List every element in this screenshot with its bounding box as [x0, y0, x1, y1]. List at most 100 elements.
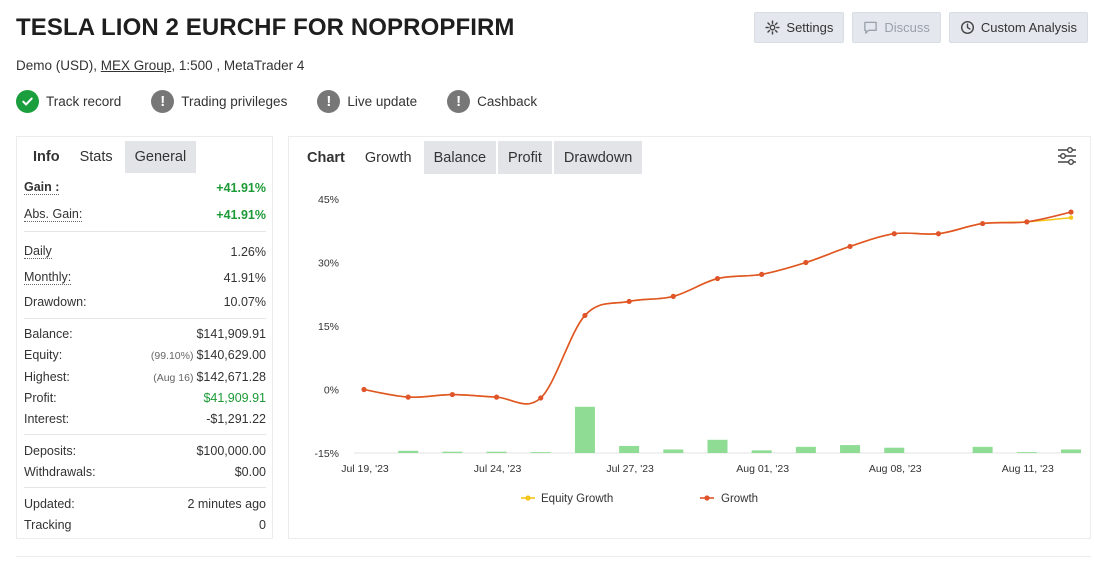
badge-trading-privileges[interactable]: ! Trading privileges — [151, 90, 287, 113]
highest-value: (Aug 16) $142,671.28 — [153, 370, 266, 384]
equity-note: (99.10%) — [150, 350, 194, 362]
tab-balance[interactable]: Balance — [423, 141, 497, 174]
broker-link[interactable]: MEX Group — [100, 58, 172, 73]
legend-equity-marker — [525, 495, 531, 501]
growth-point — [449, 391, 455, 398]
y-tick-label: -15% — [314, 448, 339, 460]
drawdown-label: Drawdown: — [24, 295, 87, 309]
monthly-label[interactable]: Monthly: — [24, 270, 72, 285]
daily-bar — [1016, 452, 1037, 453]
interest-value: -$1,291.22 — [206, 412, 266, 426]
exclamation-circle-icon: ! — [447, 90, 471, 113]
badge-label: Trading privileges — [181, 94, 288, 109]
growth-point — [405, 394, 411, 400]
legend-growth-marker — [704, 495, 710, 501]
daily-bar — [398, 450, 419, 453]
deposits-value: $100,000.00 — [196, 444, 266, 458]
divider — [24, 318, 266, 319]
tab-drawdown[interactable]: Drawdown — [553, 141, 643, 174]
sliders-icon[interactable] — [1056, 145, 1078, 167]
info-panel: Info Stats General Gain : +41.91% Abs. G… — [16, 136, 273, 539]
settings-button[interactable]: Settings — [754, 12, 845, 43]
row-interest: Interest: -$1,291.22 — [24, 410, 266, 428]
clock-icon — [960, 20, 975, 35]
row-equity: Equity: (99.10%) $140,629.00 — [24, 346, 266, 364]
withdrawals-label: Withdrawals: — [24, 465, 96, 479]
tab-chart[interactable]: Chart — [307, 149, 345, 166]
daily-bar — [530, 452, 551, 453]
tab-stats[interactable]: Stats — [79, 149, 113, 165]
growth-point — [670, 293, 676, 299]
row-highest: Highest: (Aug 16) $142,671.28 — [24, 368, 266, 386]
info-tabs: Info Stats General — [23, 141, 197, 173]
x-tick-label: Aug 11, '23 — [1002, 463, 1054, 475]
highest-note: (Aug 16) — [153, 372, 194, 384]
tab-growth[interactable]: Growth — [364, 149, 412, 166]
daily-bar — [619, 445, 640, 453]
chart-panel: 45% 30% 15% 0% -15% Jul 19, '23 Jul 24, '23 Jul… — [288, 136, 1091, 539]
toolbar: Settings Discuss Custom Analysis — [754, 12, 1088, 43]
row-deposits: Deposits: $100,000.00 — [24, 442, 266, 460]
legend-equity-label: Equity Growth — [541, 493, 613, 505]
badge-live-update[interactable]: ! Live update — [317, 90, 417, 113]
badge-cashback[interactable]: ! Cashback — [447, 90, 537, 113]
daily-value: 1.26% — [230, 245, 266, 259]
growth-point — [1068, 209, 1074, 215]
drawdown-value: 10.07% — [223, 295, 266, 309]
y-tick-label: 0% — [324, 385, 339, 397]
growth-point — [935, 231, 942, 237]
monthly-value: 41.91% — [223, 271, 266, 285]
equity-growth-point — [1068, 215, 1074, 220]
row-gain: Gain : +41.91% — [24, 179, 266, 197]
y-tick-label: 45% — [318, 194, 339, 206]
tab-info[interactable]: Info — [33, 149, 60, 165]
highest-label: Highest: — [24, 370, 70, 384]
check-circle-icon — [16, 90, 39, 113]
badge-label: Cashback — [477, 94, 538, 109]
growth-point — [980, 220, 986, 227]
row-updated: Updated: 2 minutes ago — [24, 495, 266, 513]
growth-point — [891, 231, 897, 237]
growth-point — [803, 259, 809, 266]
growth-point — [759, 271, 765, 277]
growth-point — [361, 386, 367, 393]
daily-bar — [1061, 449, 1081, 453]
abs-gain-label[interactable]: Abs. Gain: — [24, 207, 83, 222]
custom-analysis-label: Custom Analysis — [980, 20, 1077, 35]
gain-label[interactable]: Gain : — [24, 180, 60, 195]
growth-point — [847, 243, 853, 250]
page-title: TESLA LION 2 EURCHF FOR NOPROPFIRM — [16, 14, 515, 41]
row-withdrawals: Withdrawals: $0.00 — [24, 463, 266, 481]
daily-bar — [574, 406, 595, 453]
account-info: Demo (USD), MEX Group, 1:500 , MetaTrade… — [16, 58, 304, 73]
deposits-label: Deposits: — [24, 444, 77, 458]
exclamation-circle-icon: ! — [317, 90, 341, 113]
custom-analysis-button[interactable]: Custom Analysis — [948, 12, 1088, 43]
daily-bar — [442, 451, 463, 453]
badge-label: Live update — [347, 94, 418, 109]
equity-label: Equity: — [24, 348, 63, 362]
x-tick-label: Jul 19, '23 — [341, 463, 389, 475]
updated-value: 2 minutes ago — [187, 497, 266, 511]
row-drawdown: Drawdown: 10.07% — [24, 293, 266, 311]
growth-point — [1024, 219, 1030, 225]
badge-track-record[interactable]: Track record — [16, 90, 121, 113]
daily-bar — [751, 450, 772, 453]
tracking-value: 0 — [259, 518, 266, 532]
row-profit: Profit: $41,909.91 — [24, 389, 266, 407]
balance-value: $141,909.91 — [196, 327, 266, 341]
abs-gain-value: +41.91% — [216, 208, 266, 222]
gear-icon — [765, 20, 781, 35]
growth-point — [714, 275, 721, 282]
daily-label[interactable]: Daily — [24, 244, 52, 259]
tab-profit[interactable]: Profit — [498, 141, 552, 174]
tab-general[interactable]: General — [124, 141, 197, 173]
equity-growth-line — [363, 216, 1072, 405]
x-tick-label: Jul 24, '23 — [474, 463, 522, 475]
updated-label: Updated: — [24, 497, 75, 511]
withdrawals-value: $0.00 — [234, 465, 266, 479]
profit-value: $41,909.91 — [203, 391, 266, 405]
row-monthly: Monthly: 41.91% — [24, 269, 266, 287]
interest-label: Interest: — [24, 412, 70, 426]
discuss-button[interactable]: Discuss — [852, 12, 941, 43]
